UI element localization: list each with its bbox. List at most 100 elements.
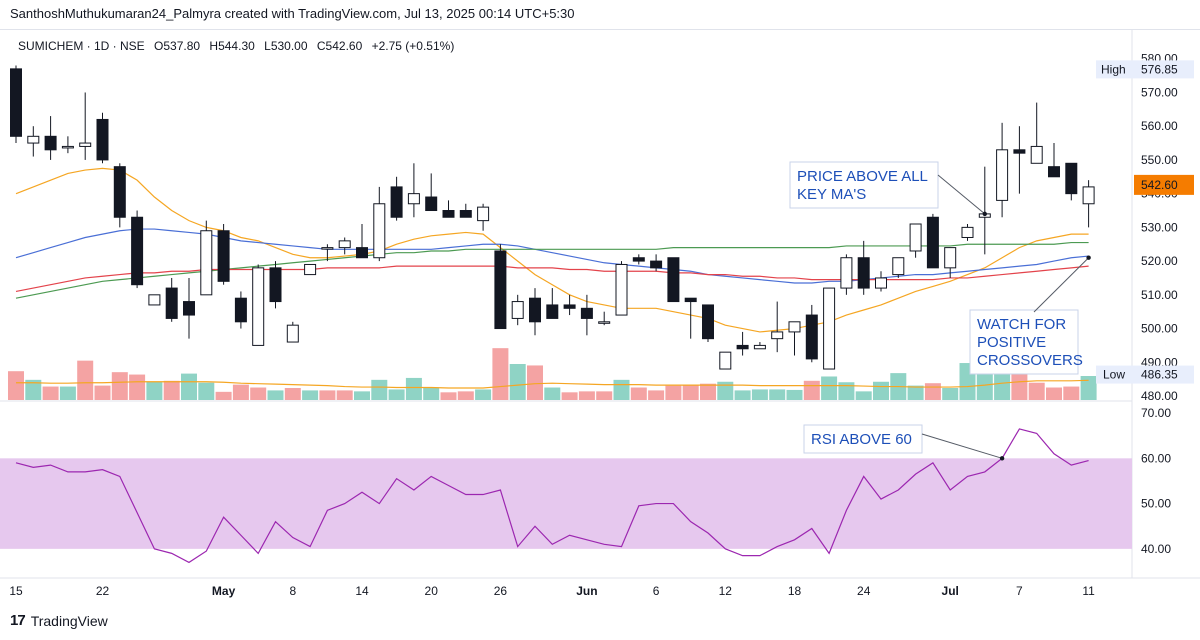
low-tag-label: Low [1103, 368, 1125, 382]
volume-bar [336, 390, 353, 400]
candle-down [390, 186, 403, 218]
annotation-crossovers-pointer-dot [1086, 255, 1091, 260]
volume-bar [769, 389, 786, 400]
candle-up [753, 344, 766, 350]
volume-bar [475, 389, 492, 400]
volume-bar [232, 384, 249, 400]
volume-bar [700, 383, 716, 400]
volume-bars [8, 348, 1097, 400]
price-tick-label: 500.00 [1141, 322, 1178, 336]
candle-up [148, 294, 161, 306]
candle-down [529, 297, 541, 323]
open-value: O537.80 [154, 39, 201, 53]
candle-down [580, 307, 593, 319]
symbol-name[interactable]: SUMICHEM · 1D · NSE [18, 39, 145, 53]
candle-up [875, 277, 887, 289]
candle-down [96, 118, 109, 161]
annotation-price-above-ma-pointer [937, 174, 986, 215]
volume-bar [284, 388, 301, 400]
volume-bar [665, 385, 682, 400]
last-price-label: 542.60 [1141, 178, 1178, 192]
candle-down [650, 260, 663, 269]
candle-down [10, 68, 22, 137]
time-tick-label: 7 [1016, 584, 1023, 598]
tradingview-logo-icon: 17 [10, 612, 26, 629]
candle-up [252, 267, 265, 346]
candle-up [840, 257, 853, 289]
time-tick-label: 24 [857, 584, 871, 598]
annotation-rsi-pointer-dot [999, 456, 1005, 461]
volume-bar [94, 385, 111, 400]
volume-bar [873, 381, 889, 400]
candle-down [356, 247, 368, 259]
candle-down [667, 257, 680, 303]
volume-bar [457, 391, 474, 400]
volume-bar [8, 371, 24, 400]
candle-up [961, 226, 974, 238]
ma_orange-line [15, 167, 1089, 333]
price-tick-label: 550.00 [1141, 153, 1178, 167]
annotation-price-above-ma-text: KEY MA'S [797, 186, 866, 203]
annotation-rsi-box [803, 424, 923, 454]
volume-bar [405, 377, 422, 400]
candle-down [165, 287, 178, 319]
vol_ma-line [16, 379, 1089, 389]
brand-name: TradingView [30, 612, 108, 629]
candle-down [1065, 162, 1078, 195]
candle-down [131, 216, 144, 286]
candle-up [79, 142, 92, 147]
volume-bar [942, 388, 959, 400]
annotation-rsi-text: RSI ABOVE 60 [811, 431, 912, 448]
volume-bar [544, 387, 561, 400]
candle-down [44, 135, 57, 151]
candle-up [338, 240, 351, 249]
candle-down [459, 210, 472, 218]
volume-bar [613, 379, 630, 400]
tradingview-footer[interactable]: 17 TradingView [10, 612, 108, 629]
time-tick-label: 11 [1082, 584, 1095, 598]
price-labels: High 576.85 Low 486.35 542.60 [1096, 60, 1194, 384]
ma_red-line [15, 265, 1089, 293]
time-axis[interactable]: 15 22 May 8 14 20 26 Jun 6 12 18 24 Jul 7 11 [9, 584, 1095, 598]
rsi-line [15, 428, 1089, 564]
volume-bar [267, 390, 284, 400]
high-value-bg [1134, 60, 1194, 79]
chart-canvas[interactable]: 480.00490.00500.00510.00520.00530.00540.… [0, 30, 1200, 608]
volume-bar [146, 381, 163, 400]
volume-bar [215, 391, 232, 400]
rsi-tick-label: 70.00 [1141, 406, 1171, 420]
candle-up [719, 351, 732, 370]
candle-down [183, 301, 195, 316]
candle-up [27, 135, 40, 144]
low-value-label: 486.35 [1141, 368, 1178, 382]
price-axis[interactable]: 480.00490.00500.00510.00520.00530.00540.… [1141, 52, 1178, 403]
time-tick-label: Jun [576, 584, 597, 598]
time-tick-label: 20 [425, 584, 439, 598]
candle-down [632, 257, 645, 262]
annotation-price-above-ma-pointer-dot [982, 211, 987, 217]
candle-down [217, 230, 230, 282]
volume-bar [371, 379, 388, 400]
rsi-axis[interactable]: 40.00 50.00 60.00 70.00 [1141, 406, 1171, 556]
volume-bar [492, 348, 509, 400]
rsi-tick-label: 60.00 [1141, 451, 1171, 465]
volume-bar [578, 391, 595, 400]
time-tick-label: 8 [289, 584, 296, 598]
volume-bar [111, 372, 128, 400]
time-tick-label: 15 [9, 584, 23, 598]
candle-down [269, 267, 282, 303]
high-value: H544.30 [209, 39, 255, 53]
candle-up [286, 324, 299, 343]
annotation-price-above-ma-text: PRICE ABOVE ALL [797, 168, 928, 185]
time-tick-label: 26 [494, 584, 508, 598]
time-tick-label: 6 [653, 584, 660, 598]
volume-ma-line [16, 379, 1089, 389]
time-tick-label: 22 [96, 584, 110, 598]
volume-bar [648, 390, 665, 400]
price-tick-label: 530.00 [1141, 220, 1178, 234]
rsi-tick-label: 50.00 [1141, 497, 1171, 511]
close-value: C542.60 [316, 39, 363, 53]
candlesticks[interactable] [10, 65, 1095, 370]
price-tick-label: 510.00 [1141, 288, 1178, 302]
